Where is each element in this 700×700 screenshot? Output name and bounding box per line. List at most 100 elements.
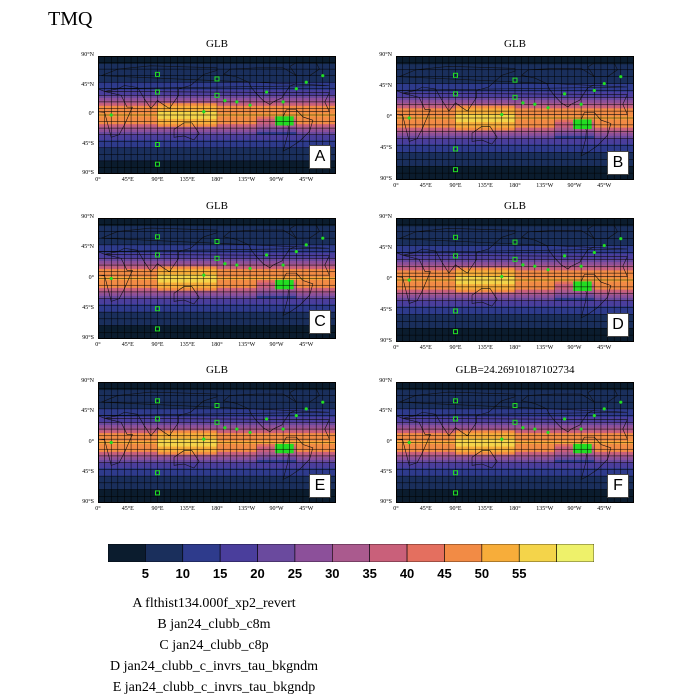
field-cell — [534, 295, 556, 299]
field-cell — [554, 425, 575, 429]
field-cell — [415, 473, 437, 477]
field-cell — [515, 152, 536, 156]
field-cell — [475, 457, 496, 461]
field-cell — [475, 234, 496, 238]
field-cell — [276, 382, 297, 386]
field-cell — [98, 395, 119, 399]
field-cell — [197, 486, 218, 491]
field-cell — [415, 56, 437, 60]
field-cell — [137, 145, 158, 149]
field-cell — [256, 145, 277, 149]
field-cell — [157, 103, 178, 107]
field-cell — [117, 134, 139, 138]
field-cell — [396, 100, 417, 104]
field-cell — [197, 63, 218, 67]
field-cell — [236, 486, 258, 491]
field-cell — [534, 422, 556, 426]
field-cell — [276, 66, 297, 70]
field-cell — [534, 160, 556, 164]
field-cell — [217, 290, 238, 294]
field-cell — [554, 226, 575, 230]
field-cell — [554, 395, 575, 399]
field-cell — [455, 127, 476, 131]
field-cell — [475, 113, 496, 118]
field-cell — [197, 430, 218, 434]
field-cell — [574, 478, 595, 482]
y-tick-label: 90°S — [82, 335, 94, 341]
colorbar-swatch — [182, 544, 221, 562]
field-cell — [98, 95, 119, 99]
field-cell — [177, 61, 198, 65]
green-marker — [407, 116, 411, 120]
field-cell — [98, 226, 119, 230]
field-cell — [515, 303, 536, 307]
field-cell — [415, 75, 437, 79]
field-cell — [455, 325, 476, 329]
field-cell — [217, 330, 238, 335]
field-cell — [534, 256, 556, 260]
field-cell — [415, 133, 437, 137]
field-cell — [495, 384, 516, 388]
field-cell — [98, 301, 119, 305]
field-cell — [236, 239, 258, 243]
field-cell — [515, 289, 536, 293]
field-cell — [316, 435, 336, 439]
field-cell — [455, 152, 476, 156]
field-cell — [415, 275, 437, 280]
field-cell — [534, 473, 556, 477]
field-cell — [515, 484, 536, 488]
field-cell — [534, 481, 556, 485]
field-cell — [316, 247, 336, 251]
field-cell — [276, 231, 297, 235]
field-cell — [236, 462, 258, 466]
field-cell — [197, 473, 218, 477]
field-cell — [177, 314, 198, 318]
field-cell — [495, 476, 516, 480]
field-cell — [137, 462, 158, 466]
green-marker — [155, 252, 160, 258]
field-cell — [197, 462, 218, 466]
field-cell — [177, 462, 198, 466]
field-cell — [554, 398, 575, 402]
field-cell — [236, 473, 258, 477]
field-cell — [534, 78, 556, 82]
field-cell — [117, 255, 139, 259]
green-region-box — [275, 279, 294, 290]
field-cell — [197, 66, 218, 70]
field-cell — [614, 229, 634, 233]
field-cell — [197, 90, 218, 94]
field-cell — [594, 111, 615, 115]
field-cell — [137, 105, 158, 109]
field-cell — [137, 492, 158, 496]
field-cell — [614, 308, 634, 313]
green-marker — [579, 264, 583, 268]
field-cell — [594, 297, 615, 302]
field-cell — [515, 245, 536, 249]
field-cell — [455, 267, 476, 271]
field-cell — [515, 416, 536, 421]
field-cell — [435, 264, 456, 269]
field-cell — [157, 500, 178, 503]
field-cell — [495, 433, 516, 437]
colorbar-level-label: 35 — [362, 566, 377, 581]
field-cell — [574, 336, 595, 340]
field-cell — [98, 336, 119, 339]
field-cell — [177, 56, 198, 60]
field-cell — [594, 414, 615, 418]
field-cell — [435, 497, 456, 501]
field-cell — [296, 71, 317, 75]
field-cell — [435, 476, 456, 480]
x-tick-label: 45°W — [597, 506, 612, 512]
field-cell — [217, 247, 238, 251]
field-cell — [236, 147, 258, 151]
field-cell — [396, 69, 417, 74]
field-cell — [177, 171, 198, 174]
field-cell — [594, 451, 615, 456]
field-cell — [515, 56, 536, 60]
field-cell — [197, 314, 218, 318]
map-field — [98, 218, 336, 339]
field-cell — [614, 449, 634, 453]
field-cell — [515, 419, 536, 423]
field-cell — [415, 308, 437, 313]
field-cell — [117, 158, 139, 162]
